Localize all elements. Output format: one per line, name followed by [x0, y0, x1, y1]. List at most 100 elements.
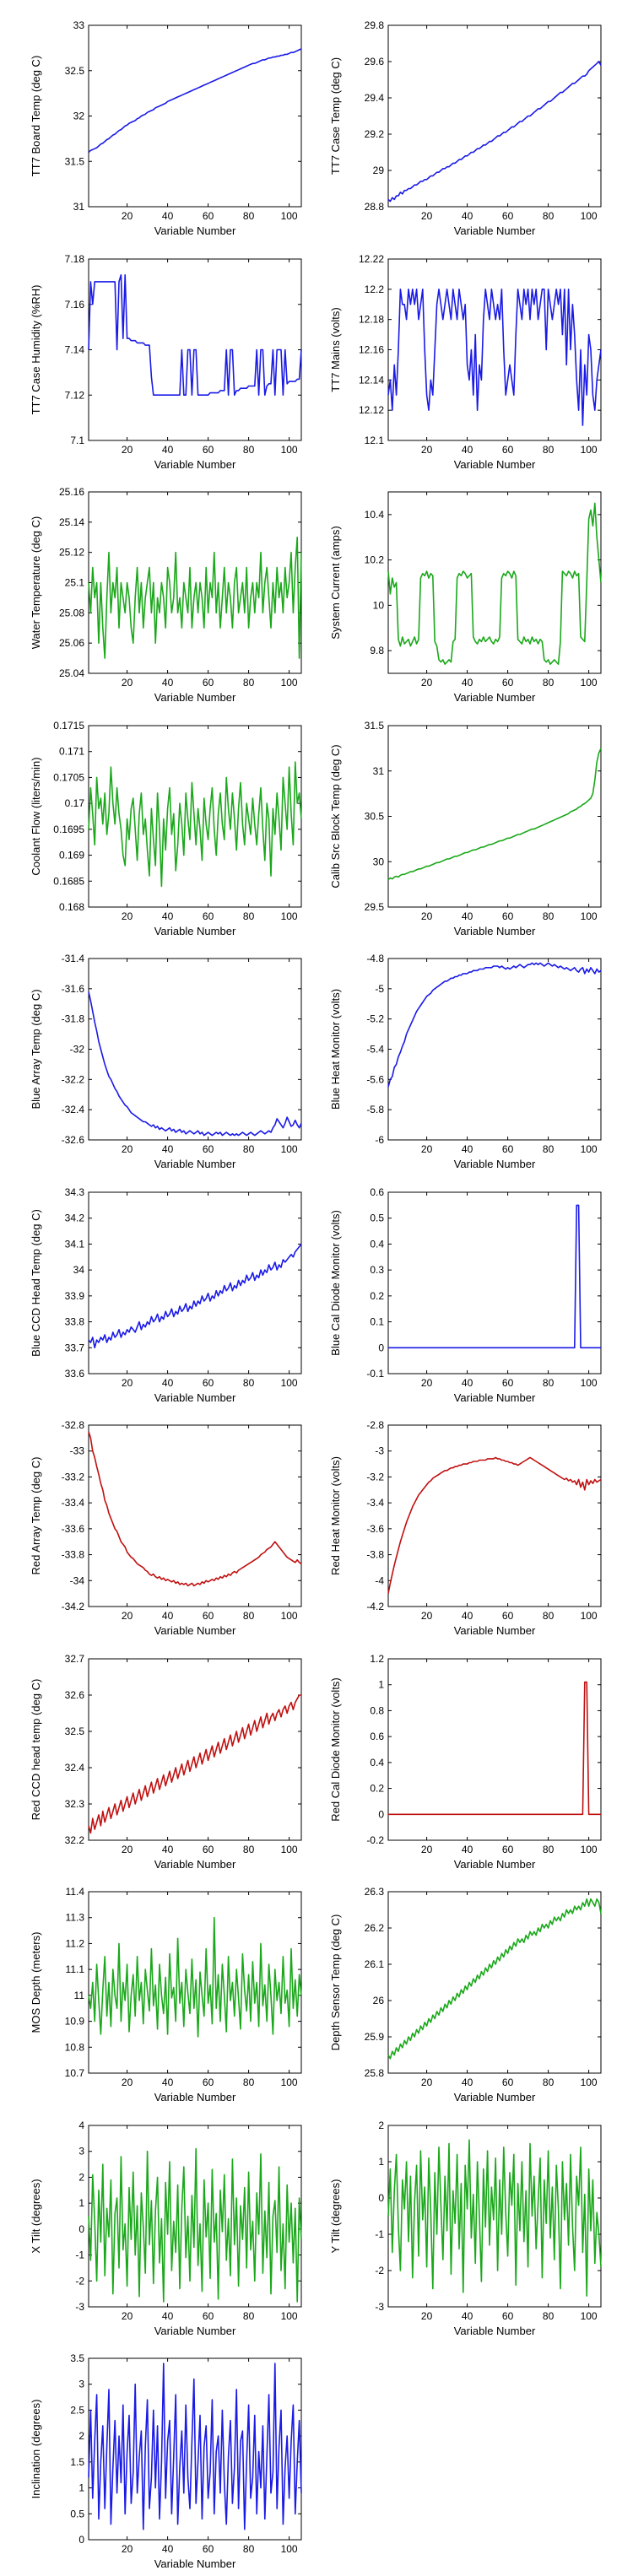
y-tick-label: -33 [70, 1445, 85, 1457]
x-tick-label: 100 [281, 210, 298, 222]
y-tick-label: 30 [373, 856, 385, 867]
x-tick-label: 100 [581, 1610, 598, 1622]
y-tick-label: 2 [378, 2120, 384, 2131]
x-tick-label: 80 [243, 910, 255, 922]
x-tick-label: 60 [502, 910, 514, 922]
x-tick-label: 80 [243, 1143, 255, 1155]
x-tick-label: 80 [543, 677, 555, 689]
x-tick-label: 40 [462, 2310, 473, 2322]
x-tick-label: 60 [203, 1844, 214, 1855]
chart-red-cal-diode-monitor-volts: 20 40 60 80 100 -0.2 0 0.2 0.4 0.6 0.8 1 1.2 Variable… [329, 1653, 602, 1871]
series-line [88, 991, 302, 1137]
y-tick-label: 0 [78, 2222, 84, 2234]
y-tick-label: 11 [74, 1990, 85, 2001]
y-axis-label: Water Temperature (deg C) [30, 516, 42, 650]
y-tick-label: -31.8 [62, 1013, 85, 1025]
y-axis-label: Red CCD head temp (deg C) [30, 1678, 42, 1820]
y-tick-label: 10.4 [365, 509, 385, 521]
x-tick-label: 60 [203, 2543, 214, 2555]
y-tick-label: 0.1715 [53, 720, 84, 732]
y-tick-label: 0.6 [370, 1731, 384, 1742]
x-tick-label: 40 [462, 1610, 473, 1622]
x-tick-label: 100 [581, 210, 598, 222]
y-tick-label: 10.9 [65, 2016, 85, 2028]
x-tick-label: 40 [462, 2076, 473, 2088]
chart-system-current-amps: 20 40 60 80 100 9.8 10 10.2 10.4 Variable Number S… [329, 491, 602, 704]
y-tick-label: -34 [70, 1574, 85, 1586]
x-tick-label: 60 [502, 210, 514, 222]
y-tick-label: 33.7 [65, 1342, 85, 1353]
x-tick-label: 20 [122, 1844, 133, 1855]
x-axis-label: Variable Number [154, 1858, 236, 1871]
y-tick-label: -32.2 [62, 1073, 85, 1085]
y-tick-label: 12.18 [359, 313, 384, 325]
y-tick-label: -3.6 [366, 1523, 384, 1535]
y-tick-label: -5 [375, 983, 384, 995]
x-tick-label: 40 [462, 1143, 473, 1155]
y-tick-label: 30.5 [365, 810, 385, 822]
y-tick-label: 0.168 [59, 901, 84, 913]
y-tick-label: -2 [375, 2265, 384, 2276]
x-axis-label: Variable Number [154, 1391, 236, 1404]
x-axis-label: Variable Number [154, 1624, 236, 1637]
y-tick-label: 31 [73, 201, 85, 213]
y-tick-label: 32.7 [65, 1653, 85, 1665]
chart-red-array-temp-deg-c: 20 40 60 80 100 -32.8 -33 -33.2 -33.4 -33.6 -33.8 -… [30, 1419, 302, 1637]
plot-frame [387, 1658, 602, 1840]
y-tick-label: 0 [378, 2192, 384, 2204]
x-tick-label: 60 [203, 1377, 214, 1389]
x-tick-label: 40 [162, 1844, 174, 1855]
y-axis-label: Red Cal Diode Monitor (volts) [329, 1677, 342, 1822]
y-tick-label: 25.12 [59, 547, 84, 559]
x-tick-label: 100 [581, 2310, 598, 2322]
x-tick-label: 20 [421, 910, 433, 922]
y-tick-label: 25.14 [59, 516, 84, 528]
x-tick-label: 60 [203, 1610, 214, 1622]
plot-frame [88, 958, 302, 1141]
x-tick-label: 100 [281, 444, 298, 456]
y-tick-label: 1.5 [70, 2456, 84, 2468]
x-tick-label: 20 [421, 2076, 433, 2088]
y-tick-label: -1 [75, 2249, 84, 2260]
x-tick-label: 100 [581, 1143, 598, 1155]
x-tick-label: 100 [281, 1143, 298, 1155]
x-tick-label: 100 [281, 1844, 298, 1855]
series-line [88, 273, 302, 396]
chart-y-tilt-degrees: 20 40 60 80 100 -3 -2 -1 0 1 2 Variable Number Y Til… [329, 2120, 602, 2337]
chart-mos-depth-meters: 20 40 60 80 100 10.7 10.8 10.9 11 11.1 11.2 11.3 11.… [30, 1886, 302, 2103]
series-line [88, 1243, 302, 1348]
x-tick-label: 100 [281, 910, 298, 922]
x-tick-label: 20 [122, 910, 133, 922]
y-tick-label: -32.8 [62, 1419, 85, 1431]
y-axis-label: TT7 Case Temp (deg C) [329, 57, 342, 175]
y-tick-label: 25.16 [59, 486, 84, 498]
y-tick-label: -0.1 [366, 1368, 384, 1380]
plot-frame [387, 1891, 602, 2074]
y-tick-label: 32.3 [65, 1798, 85, 1810]
y-tick-label: 32.2 [65, 1834, 85, 1846]
x-tick-label: 20 [122, 2543, 133, 2555]
y-axis-label: Red Array Temp (deg C) [30, 1457, 42, 1575]
y-tick-label: -31.6 [62, 983, 85, 995]
x-tick-label: 80 [243, 2543, 255, 2555]
y-tick-label: 1.2 [370, 1653, 384, 1665]
chart-blue-cal-diode-monitor-volts: 20 40 60 80 100 -0.1 0 0.1 0.2 0.3 0.4 0.5 0.6 Variab… [329, 1186, 602, 1404]
y-tick-label: -5.2 [366, 1013, 384, 1025]
x-axis-label: Variable Number [154, 2325, 236, 2337]
chart-x-tilt-degrees: 20 40 60 80 100 -3 -2 -1 0 1 2 3 4 Variable Number X T… [30, 2120, 302, 2337]
y-tick-label: -4.2 [366, 1601, 384, 1612]
x-tick-label: 40 [462, 1377, 473, 1389]
chart-calib-src-block-temp-deg-c: 20 40 60 80 100 29.5 30 30.5 31 31.5 Variable Numb… [329, 720, 602, 937]
x-tick-label: 80 [543, 1143, 555, 1155]
y-tick-label: 31 [373, 764, 385, 776]
y-axis-label: Coolant Flow (liters/min) [30, 757, 42, 875]
x-tick-label: 100 [281, 1610, 298, 1622]
y-tick-label: -5.4 [366, 1044, 384, 1056]
x-tick-label: 100 [281, 1377, 298, 1389]
x-tick-label: 20 [421, 210, 433, 222]
x-tick-label: 40 [462, 444, 473, 456]
x-tick-label: 40 [162, 910, 174, 922]
chart-coolant-flow-liters-min: 20 40 60 80 100 0.168 0.1685 0.169 0.1695 0.17 0.1… [30, 720, 302, 937]
x-tick-label: 40 [162, 2076, 174, 2088]
series-line [88, 1431, 302, 1587]
